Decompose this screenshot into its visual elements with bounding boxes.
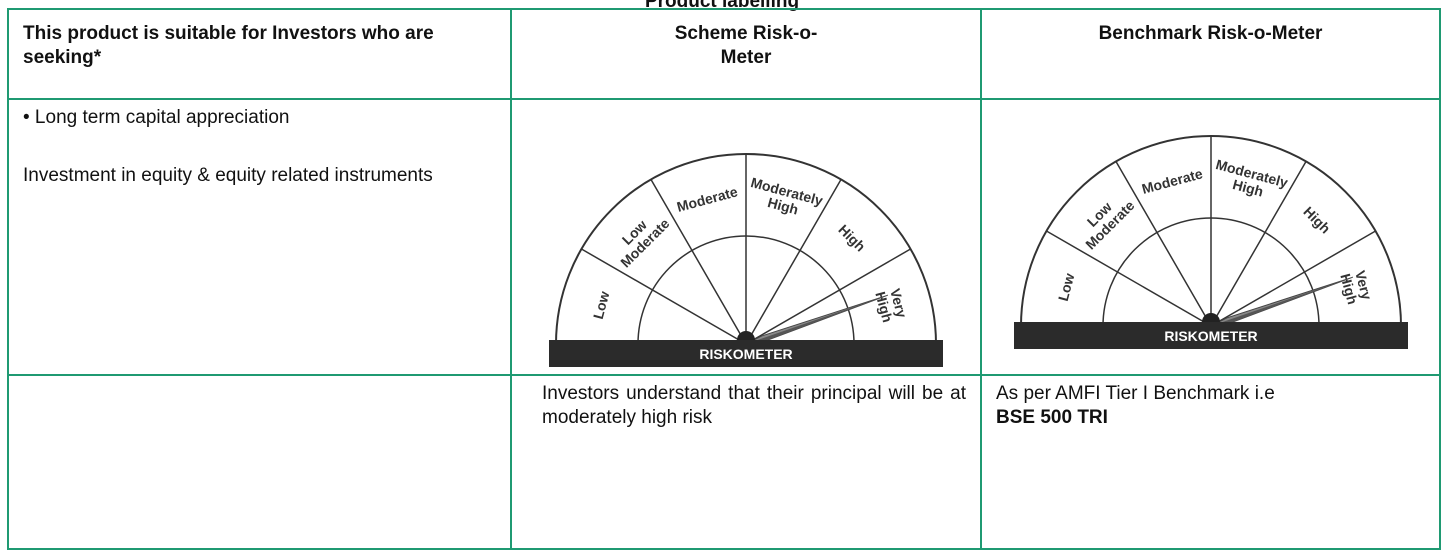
benchmark-name: BSE 500 TRI bbox=[996, 407, 1108, 428]
cell bbox=[7, 374, 512, 550]
spoke bbox=[1209, 161, 1307, 327]
page: Product labelling This product is suitab… bbox=[7, 0, 1441, 550]
header-row: This product is suitable for Investors w… bbox=[7, 8, 1441, 100]
note: As per AMFI Tier I Benchmark i.e bbox=[996, 383, 1275, 404]
label-line: Very bbox=[1352, 269, 1375, 302]
paragraph: Investment in equity & equity related in… bbox=[23, 165, 433, 186]
segment-label: Low bbox=[1054, 271, 1077, 302]
header-cell: Scheme Risk-o-Meter bbox=[510, 8, 982, 100]
cell: Low LowModerate Moderate ModeratelyHigh High… bbox=[510, 98, 982, 376]
caption: RISKOMETER bbox=[699, 346, 792, 362]
segment-label: Low bbox=[590, 289, 613, 320]
caption: RISKOMETER bbox=[1164, 328, 1257, 344]
cell: Low LowModerate Moderate ModeratelyHigh High… bbox=[980, 98, 1441, 376]
label-line: Low bbox=[590, 289, 613, 320]
row: Investors understand that their principa… bbox=[7, 374, 1441, 550]
label-line: Low bbox=[1054, 271, 1077, 302]
spoke bbox=[745, 179, 842, 345]
label-line: High bbox=[1230, 176, 1264, 200]
label-line: High bbox=[766, 194, 800, 218]
cell: Investors understand that their principa… bbox=[510, 374, 982, 550]
cell: • Long term capital appreciation Investm… bbox=[7, 98, 512, 376]
header-text: Scheme Risk-o-Meter bbox=[674, 23, 818, 68]
caption-bar bbox=[1013, 322, 1408, 349]
caption-bar bbox=[549, 340, 943, 367]
spoke bbox=[1114, 161, 1212, 327]
header-cell: Benchmark Risk-o-Meter bbox=[980, 8, 1441, 100]
spoke bbox=[745, 248, 911, 345]
header-cell: This product is suitable for Investors w… bbox=[7, 8, 512, 100]
labelling-table: This product is suitable for Investors w… bbox=[7, 8, 1441, 550]
row: • Long term capital appreciation Investm… bbox=[7, 98, 1441, 376]
spoke bbox=[1045, 230, 1211, 327]
spoke bbox=[1210, 230, 1376, 327]
spoke bbox=[650, 179, 747, 345]
label-line: Very bbox=[887, 287, 910, 320]
bullet: • Long term capital appreciation bbox=[23, 107, 290, 128]
spoke bbox=[581, 248, 747, 345]
cell: As per AMFI Tier I Benchmark i.e BSE 500 … bbox=[980, 374, 1441, 550]
